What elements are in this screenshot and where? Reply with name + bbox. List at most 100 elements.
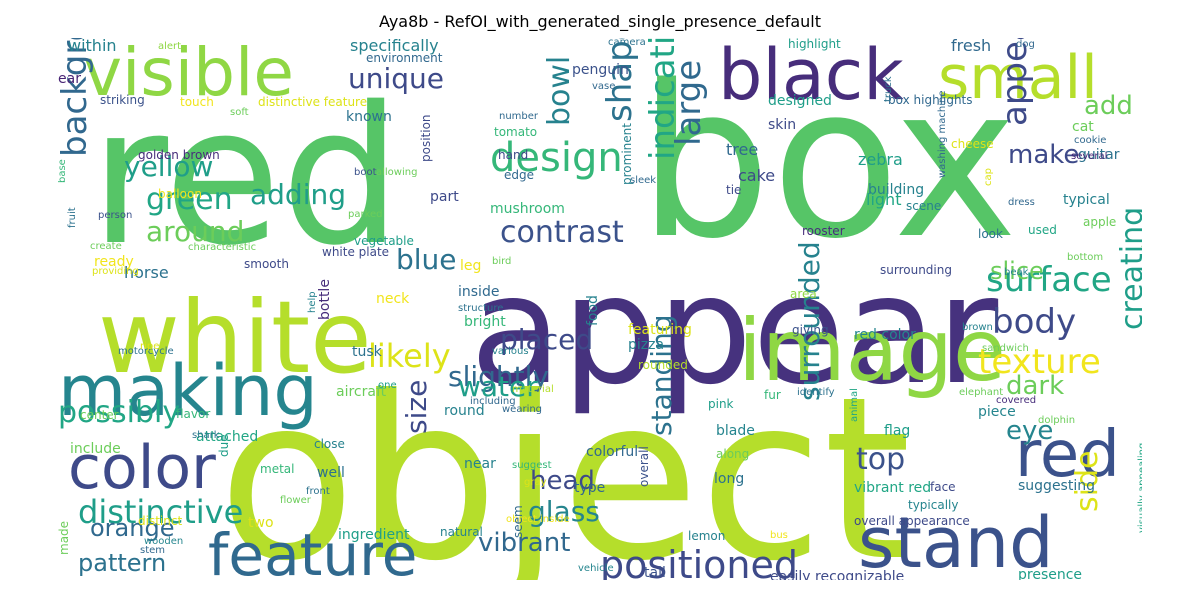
word-creating-47: creating: [1115, 206, 1142, 330]
word-distinct-187: distinct: [138, 514, 183, 528]
word-food-123: food: [585, 295, 601, 326]
word-penguin-58: penguin: [572, 62, 629, 78]
word-appearance-21: appearance: [995, 38, 1035, 126]
word-colorful-167: colorful: [586, 444, 639, 460]
word-make-31: make: [1008, 140, 1080, 170]
word-slice-52: slice: [990, 257, 1044, 285]
word-animal-163: animal: [849, 388, 860, 422]
word-making-11: making: [58, 350, 318, 432]
word-object-inside-182: object inside: [506, 514, 570, 525]
word-tusk-141: tusk: [352, 344, 382, 360]
word-likely-37: likely: [368, 337, 451, 375]
word-building-80: building: [868, 182, 925, 198]
word-shape-17: shape: [600, 38, 640, 122]
word-vibrant-red-176: vibrant red: [854, 480, 932, 496]
figure-title: Aya8b - RefOI_with_generated_single_pres…: [378, 12, 822, 31]
word-edge-90: edge: [504, 168, 534, 182]
word-close-165: close: [314, 437, 345, 451]
word-top-44: top: [856, 442, 906, 477]
word-surrounded-46: surrounded: [793, 241, 826, 401]
word-suggest-166: suggest: [512, 460, 552, 471]
word-surface-22: surface: [986, 260, 1112, 300]
word-pattern-41: pattern: [78, 549, 167, 577]
word-typically-194: typically: [908, 498, 959, 512]
word-cloud: red box object appear white visible black small…: [58, 38, 1142, 580]
word-hand-89: hand: [498, 148, 529, 162]
word-overall-180: overall: [637, 446, 651, 487]
word-box-1: box: [638, 40, 1018, 285]
word-white-plate-115: white plate: [322, 245, 390, 259]
word-designed-68: designed: [768, 93, 832, 109]
word-neck-128: neck: [376, 291, 410, 307]
word-include-157: include: [70, 441, 121, 457]
word-bottle-121: bottle: [317, 279, 333, 320]
word-including-145: including: [470, 396, 516, 407]
word-presence-198: presence: [1018, 567, 1083, 580]
word-position-93: position: [419, 114, 433, 162]
word-flavor-156: flavor: [176, 407, 211, 421]
word-gray-172: gray: [524, 477, 547, 488]
word-covered-151: covered: [996, 395, 1037, 406]
word-design-13: design: [490, 135, 623, 181]
word-truck-70: truck: [883, 76, 894, 102]
word-allowing-110: allowing: [376, 167, 418, 178]
word-fruit-106: fruit: [67, 207, 78, 228]
word-person-107: person: [98, 210, 133, 221]
word-ready-118: ready: [94, 254, 134, 270]
word-laptop-127: laptop: [1140, 210, 1142, 248]
word-blade-160: blade: [716, 423, 755, 439]
word-bottom-126: bottom: [1067, 252, 1104, 263]
word-bus-192: bus: [770, 530, 788, 541]
word-size-45: size: [400, 379, 433, 434]
word-eye-51: eye: [1006, 416, 1054, 446]
word-within-56: within: [68, 38, 117, 55]
word-help-129: help: [307, 291, 318, 313]
word-round-153: round: [444, 403, 485, 419]
word-one-147: one: [378, 380, 397, 391]
word-striking-64: striking: [100, 93, 145, 107]
word-long-175: long: [714, 471, 745, 487]
word-part-92: part: [430, 189, 459, 205]
word-rounded-143: rounded: [638, 358, 688, 372]
word-guitar-76: guitar: [1078, 147, 1120, 163]
word-sandwich-138: sandwich: [982, 343, 1029, 354]
word-front-169: front: [306, 486, 330, 497]
word-red-color-136: red color: [854, 327, 916, 343]
word-natural-185: natural: [440, 525, 483, 539]
word-aircraft-144: aircraft: [336, 384, 387, 400]
word-box-highlights-69: box highlights: [888, 93, 973, 107]
word-flag-161: flag: [884, 423, 911, 439]
word-dress-104: dress: [1008, 197, 1035, 208]
word-due-179: due: [217, 434, 231, 457]
word-texture-23: texture: [978, 342, 1101, 382]
word-along-174: along: [716, 447, 750, 461]
word-bowl-18: bowl: [542, 55, 577, 126]
word-piece-154: piece: [978, 404, 1016, 420]
word-visually-appealing-195: visually appealing: [1137, 442, 1142, 533]
word-image-8: image: [738, 301, 1006, 401]
word-parked-108: parked: [348, 209, 383, 220]
word-indicating-20: indicating: [643, 38, 683, 160]
word-metal-168: metal: [260, 462, 295, 476]
word-brown-137: brown: [962, 322, 993, 333]
word-tomato-94: tomato: [494, 125, 538, 139]
word-placed-35: placed: [500, 323, 594, 356]
word-dolphin-162: dolphin: [1038, 415, 1076, 426]
word-inside-122: inside: [458, 284, 500, 300]
word-fur-149: fur: [764, 388, 781, 402]
word-leg-120: leg: [460, 258, 482, 274]
word-head-43: head: [530, 466, 595, 496]
word-water-38: water: [458, 370, 538, 403]
word-fresh-55: fresh: [951, 38, 992, 55]
word-ingredient-184: ingredient: [338, 527, 410, 543]
word-tail-196: tail: [644, 565, 666, 580]
word-vegetable-117: vegetable: [354, 234, 414, 248]
word-overall-appearance-193: overall appearance: [854, 514, 970, 528]
word-blue-34: blue: [396, 243, 457, 276]
word-environment-57: environment: [366, 51, 443, 65]
word-add-32: add: [1084, 91, 1133, 121]
word-yellow-28: yellow: [124, 150, 214, 183]
word-color-12: color: [68, 433, 216, 503]
word-red-0: red: [90, 66, 402, 287]
